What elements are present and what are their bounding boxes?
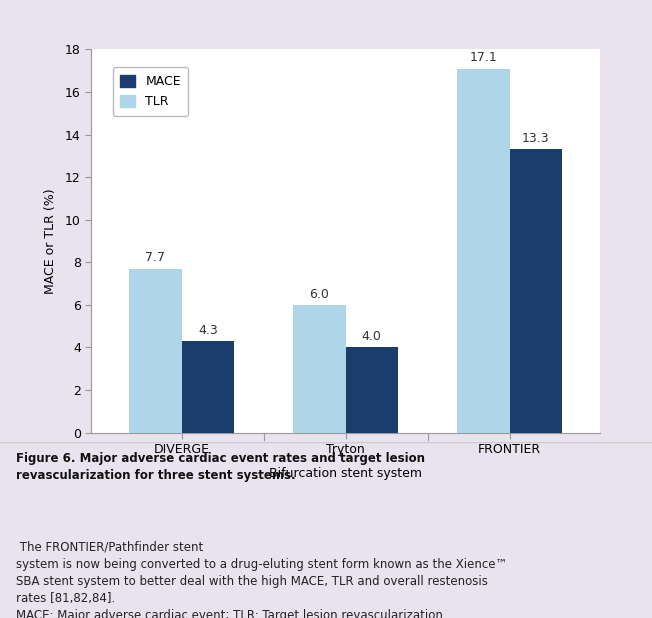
Legend: MACE, TLR: MACE, TLR [113, 67, 188, 116]
Bar [129, 269, 181, 433]
Text: 4.0: 4.0 [362, 330, 381, 343]
Bar [181, 341, 234, 433]
Text: 7.7: 7.7 [145, 252, 165, 265]
Text: 4.3: 4.3 [198, 324, 218, 337]
Bar [510, 150, 562, 433]
Text: 6.0: 6.0 [310, 287, 329, 300]
Bar [293, 305, 346, 433]
Text: The FRONTIER/Pathfinder stent
system is now being converted to a drug-eluting st: The FRONTIER/Pathfinder stent system is … [16, 541, 507, 618]
Y-axis label: MACE or TLR (%): MACE or TLR (%) [44, 188, 57, 294]
Text: 17.1: 17.1 [469, 51, 497, 64]
Text: Figure 6. Major adverse cardiac event rates and target lesion
revascularization : Figure 6. Major adverse cardiac event ra… [16, 452, 425, 483]
Bar [457, 69, 510, 433]
Text: 13.3: 13.3 [522, 132, 550, 145]
Bar [346, 347, 398, 433]
X-axis label: Bifurcation stent system: Bifurcation stent system [269, 467, 422, 480]
